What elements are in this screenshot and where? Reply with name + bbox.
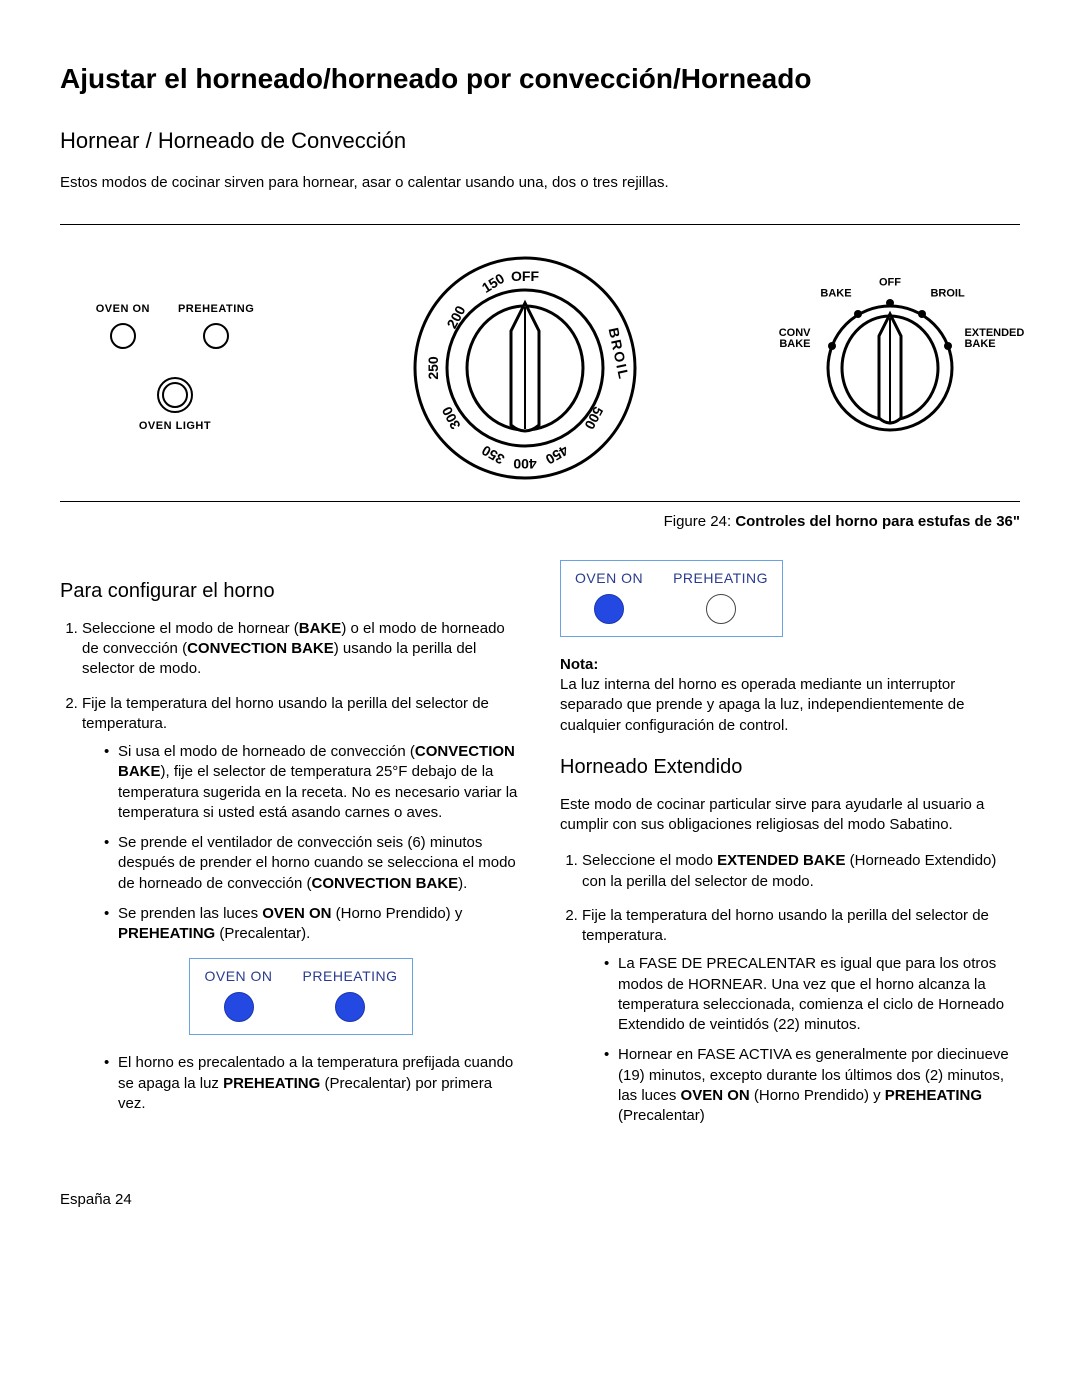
left-bullet-3: Se prenden las luces OVEN ON (Horno Pren… bbox=[104, 904, 520, 945]
indicator-block: OVEN ON PREHEATING OVEN LIGHT bbox=[60, 302, 290, 434]
oven-light-button-icon bbox=[157, 377, 193, 413]
temp-400: 400 bbox=[513, 457, 536, 471]
right-bullet-2: Hornear en FASE ACTIVA es generalmente p… bbox=[604, 1045, 1020, 1126]
temperature-dial: OFF 150 200 250 300 350 400 450 500 BROI… bbox=[395, 253, 655, 483]
right-step-2: Fije la temperatura del horno usando la … bbox=[582, 906, 1020, 1127]
label-preheating: PREHEATING bbox=[178, 302, 254, 317]
mode-dial: OFF BAKE BROIL CONV BAKE EXTENDED BAKE bbox=[760, 278, 1020, 458]
right-intro: Este modo de cocinar particular sirve pa… bbox=[560, 795, 1020, 836]
mode-dot-conv bbox=[828, 342, 836, 350]
right-heading: Horneado Extendido bbox=[560, 754, 1020, 781]
left-column: Para configurar el horno Seleccione el m… bbox=[60, 560, 520, 1140]
temp-off: OFF bbox=[511, 269, 539, 283]
left-step-1: Seleccione el modo de hornear (BAKE) o e… bbox=[82, 619, 520, 680]
lightbox2-preheating-label: PREHEATING bbox=[673, 569, 768, 588]
lightbox2-oven-on-label: OVEN ON bbox=[575, 569, 643, 588]
right-column: OVEN ON PREHEATING Nota: La luz interna … bbox=[560, 560, 1020, 1140]
page-footer: España 24 bbox=[60, 1190, 1020, 1210]
mode-ext-bake: EXTENDED BAKE bbox=[964, 328, 1024, 350]
mode-dot-off bbox=[886, 299, 894, 307]
temp-250: 250 bbox=[426, 356, 440, 379]
led-preheating-on-icon bbox=[335, 992, 365, 1022]
note: Nota: La luz interna del horno es operad… bbox=[560, 655, 1020, 736]
label-oven-light: OVEN LIGHT bbox=[139, 419, 211, 434]
mode-off: OFF bbox=[879, 278, 901, 289]
figure-caption: Figure 24: Controles del horno para estu… bbox=[60, 512, 1020, 532]
led-oven-on-icon bbox=[224, 992, 254, 1022]
label-oven-on: OVEN ON bbox=[96, 302, 150, 317]
page-title: Ajustar el horneado/horneado por convecc… bbox=[60, 60, 1020, 98]
mode-bake: BAKE bbox=[820, 288, 851, 299]
left-bullet-2: Se prende el ventilador de convección se… bbox=[104, 833, 520, 894]
left-step-2: Fije la temperatura del horno usando la … bbox=[82, 694, 520, 1114]
lightbox-oven-on-label: OVEN ON bbox=[204, 967, 272, 986]
inline-light-figure-both-on: OVEN ON PREHEATING bbox=[82, 958, 520, 1035]
left-bullet-1: Si usa el modo de horneado de convección… bbox=[104, 742, 520, 823]
oven-on-light-icon bbox=[110, 323, 136, 349]
figure-controls: OVEN ON PREHEATING OVEN LIGHT bbox=[60, 225, 1020, 501]
mode-dot-bake bbox=[854, 310, 862, 318]
led2-oven-on-icon bbox=[594, 594, 624, 624]
mode-broil: BROIL bbox=[930, 288, 964, 299]
preheating-light-icon bbox=[203, 323, 229, 349]
right-step-1: Seleccione el modo EXTENDED BAKE (Hornea… bbox=[582, 851, 1020, 892]
mode-dot-broil bbox=[918, 310, 926, 318]
mode-dot-ext bbox=[944, 342, 952, 350]
right-bullet-1: La FASE DE PRECALENTAR es igual que para… bbox=[604, 954, 1020, 1035]
left-bullet-4: El horno es precalentado a la temperatur… bbox=[104, 1053, 520, 1114]
temp-dial-icon bbox=[410, 253, 640, 483]
divider-bottom bbox=[60, 501, 1020, 502]
left-heading: Para configurar el horno bbox=[60, 578, 520, 605]
section-intro: Estos modos de cocinar sirven para horne… bbox=[60, 173, 1020, 193]
mode-conv-bake: CONV BAKE bbox=[779, 328, 811, 350]
inline-light-figure-one-on: OVEN ON PREHEATING bbox=[560, 560, 1020, 637]
lightbox-preheating-label: PREHEATING bbox=[303, 967, 398, 986]
section-heading-1: Hornear / Horneado de Convección bbox=[60, 126, 1020, 156]
led2-preheating-off-icon bbox=[706, 594, 736, 624]
